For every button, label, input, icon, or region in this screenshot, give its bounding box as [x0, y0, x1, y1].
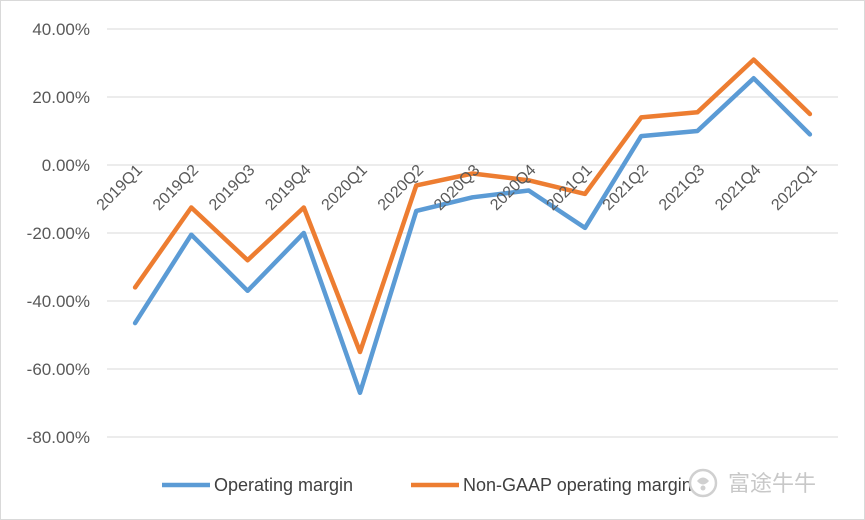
legend-label: Non-GAAP operating margin	[463, 475, 692, 495]
x-tick-label: 2021Q3	[656, 162, 708, 214]
y-tick-label: 0.00%	[42, 156, 90, 175]
x-tick-label: 2020Q4	[487, 162, 539, 214]
x-tick-label: 2019Q3	[206, 162, 258, 214]
watermark-text: 富途牛牛	[728, 472, 816, 497]
y-tick-label: -80.00%	[27, 428, 90, 447]
x-tick-label: 2019Q1	[94, 162, 146, 214]
y-tick-label: -40.00%	[27, 292, 90, 311]
series-line-1	[132, 57, 813, 355]
x-tick-label: 2020Q1	[319, 162, 371, 214]
futu-logo-icon	[688, 468, 718, 498]
legend: Operating margin Non-GAAP operating margi…	[162, 475, 692, 495]
x-tick-label: 2021Q4	[712, 162, 764, 214]
y-tick-label: 40.00%	[32, 20, 90, 39]
y-tick-label: -20.00%	[27, 224, 90, 243]
watermark: 富途牛牛	[688, 468, 816, 498]
series-line-0	[132, 76, 813, 396]
x-axis-ticks: 2019Q1 2019Q2 2019Q3 2019Q4 2020Q1 2020Q2 2020…	[94, 162, 821, 214]
x-tick-label: 2020Q2	[375, 162, 427, 214]
y-tick-label: 20.00%	[32, 88, 90, 107]
x-tick-label: 2019Q4	[262, 162, 314, 214]
x-tick-label: 2020Q3	[431, 162, 483, 214]
x-tick-label: 2019Q2	[150, 162, 202, 214]
x-tick-label: 2022Q1	[768, 162, 820, 214]
y-axis-ticks: 40.00% 20.00% 0.00% -20.00% -40.00% -60.00% -8…	[27, 20, 90, 447]
series-lines	[132, 57, 813, 396]
legend-label: Operating margin	[214, 475, 353, 495]
y-tick-label: -60.00%	[27, 360, 90, 379]
